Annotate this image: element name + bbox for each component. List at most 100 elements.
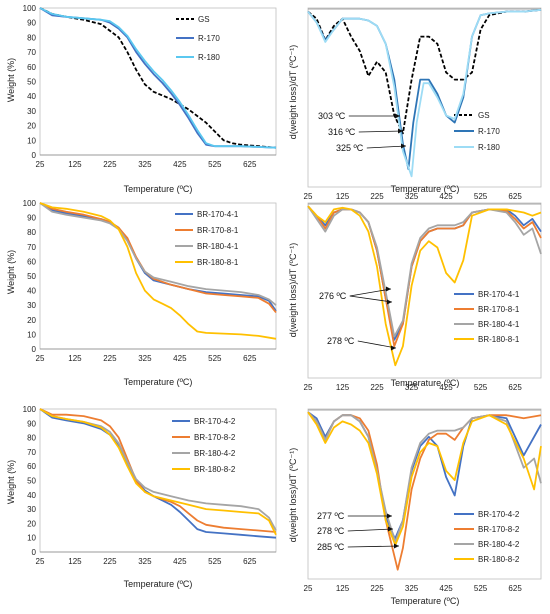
x-tick-label: 425	[173, 160, 187, 169]
plot-area	[39, 7, 277, 156]
y-tick-label: 60	[27, 257, 36, 266]
chart-panel-bottom-left: 25 125 225 325 425 525 625 0 10 20 30 40 50 60 70 80 90 1…	[6, 405, 277, 589]
y-tick-label: 10	[27, 136, 36, 145]
peak-annotation: 316 ºC	[328, 127, 356, 137]
series-line-BR-180-4-1	[39, 202, 277, 306]
x-axis-label: Temperature (ºC)	[391, 184, 460, 194]
x-tick-label: 625	[243, 354, 257, 363]
plot-area	[307, 408, 542, 580]
x-tick-label: 325	[138, 160, 152, 169]
legend-label: BR-180-8-1	[197, 258, 239, 267]
annotation-arrowhead	[401, 143, 406, 149]
y-tick-label: 100	[23, 4, 37, 13]
chart-panel-top-left: 25 125 225 325 425 525 625 0 10 20 30 40 50 60 70 80 90 1…	[6, 4, 277, 194]
annotation-arrowhead	[387, 299, 392, 305]
legend-label: BR-180-4-1	[197, 242, 239, 251]
peak-annotation: 303 ºC	[318, 111, 346, 121]
peak-annotation: 285 ºC	[317, 542, 345, 552]
annotation-arrow	[347, 545, 400, 548]
series-line-BR-170-4-1	[39, 202, 277, 312]
y-tick-label: 50	[27, 272, 36, 281]
x-tick-label: 225	[370, 383, 384, 392]
x-tick-label: 425	[439, 383, 453, 392]
annotation-arrowhead	[386, 286, 391, 292]
plot-area	[39, 408, 277, 553]
y-tick-label: 70	[27, 448, 36, 457]
legend-label: R-170	[478, 127, 500, 136]
annotation-arrow	[349, 295, 393, 303]
x-tick-label: 125	[336, 584, 350, 593]
legend-label: BR-170-8-2	[478, 525, 520, 534]
y-tick-label: 90	[27, 419, 36, 428]
annotation-arrowhead	[391, 345, 396, 351]
x-tick-label: 625	[243, 160, 257, 169]
series-line-BR-180-8-1	[307, 205, 542, 367]
legend-label: BR-180-4-2	[478, 540, 520, 549]
y-tick-label: 20	[27, 122, 36, 131]
x-tick-label: 625	[508, 584, 522, 593]
annotation-arrowhead	[394, 543, 399, 549]
y-axis-label: Weight (%)	[6, 58, 16, 102]
y-tick-label: 60	[27, 63, 36, 72]
chart-panel-middle-right: 25 125 225 325 425 525 625 Temperature (ºC) d(we…	[288, 202, 542, 392]
peak-annotation: 276 ºC	[319, 291, 347, 301]
legend-label: BR-180-8-1	[478, 335, 520, 344]
y-tick-label: 0	[32, 345, 37, 354]
y-tick-label: 50	[27, 78, 36, 87]
y-tick-label: 0	[32, 548, 37, 557]
x-tick-label: 525	[474, 383, 488, 392]
legend-label: R-170	[198, 34, 220, 43]
series-line-R-180	[39, 7, 277, 149]
x-axis-label: Temperature (ºC)	[391, 378, 460, 388]
legend-label: BR-180-4-2	[194, 449, 236, 458]
y-tick-label: 30	[27, 505, 36, 514]
y-tick-label: 10	[27, 330, 36, 339]
x-tick-label: 525	[208, 354, 222, 363]
y-axis-label: d(weight loss)/dT (ºC⁻¹)	[288, 45, 298, 139]
y-tick-label: 50	[27, 477, 36, 486]
legend-label: BR-170-8-1	[197, 226, 239, 235]
peak-annotation: 278 ºC	[317, 526, 345, 536]
x-tick-label: 225	[103, 557, 117, 566]
legend-label: GS	[198, 15, 210, 24]
series-line-BR-180-4-1	[307, 205, 542, 338]
y-tick-label: 0	[32, 151, 37, 160]
legend-label: R-180	[478, 143, 500, 152]
y-tick-label: 60	[27, 462, 36, 471]
y-tick-label: 80	[27, 33, 36, 42]
legend-label: BR-180-8-2	[478, 555, 520, 564]
annotation-arrow	[347, 528, 394, 532]
plot-area	[39, 202, 277, 350]
legend-label: BR-170-4-1	[197, 210, 239, 219]
x-tick-label: 25	[304, 383, 313, 392]
x-tick-label: 125	[336, 192, 350, 201]
series-line-BR-170-4-2	[39, 408, 277, 539]
x-tick-label: 525	[208, 160, 222, 169]
legend-label: BR-170-4-1	[478, 290, 520, 299]
series-line-BR-170-8-2	[39, 408, 277, 533]
series-line-BR-180-8-2	[307, 411, 542, 546]
x-tick-label: 125	[68, 354, 82, 363]
y-tick-label: 100	[23, 405, 37, 414]
x-tick-label: 325	[405, 584, 419, 593]
annotation-arrow	[349, 288, 392, 297]
x-tick-label: 225	[103, 354, 117, 363]
legend-label: GS	[478, 111, 490, 120]
x-tick-label: 625	[243, 557, 257, 566]
peak-annotation: 277 ºC	[317, 511, 345, 521]
x-tick-label: 225	[370, 192, 384, 201]
y-tick-label: 70	[27, 48, 36, 57]
series-line-BR-180-8-2	[39, 408, 277, 536]
annotation-arrowhead	[388, 526, 393, 532]
x-tick-label: 425	[173, 354, 187, 363]
y-axis-label: Weight (%)	[6, 250, 16, 294]
plot-area	[307, 7, 542, 188]
series-line-BR-170-8-1	[39, 202, 277, 314]
legend-label: BR-170-4-2	[478, 510, 520, 519]
x-tick-label: 25	[304, 584, 313, 593]
series-line-GS	[39, 7, 277, 149]
chart-panel-middle-left: 25 125 225 325 425 525 625 0 10 20 30 40 50 60 70 80 90 1…	[6, 199, 277, 387]
y-tick-label: 80	[27, 434, 36, 443]
x-tick-label: 125	[336, 383, 350, 392]
